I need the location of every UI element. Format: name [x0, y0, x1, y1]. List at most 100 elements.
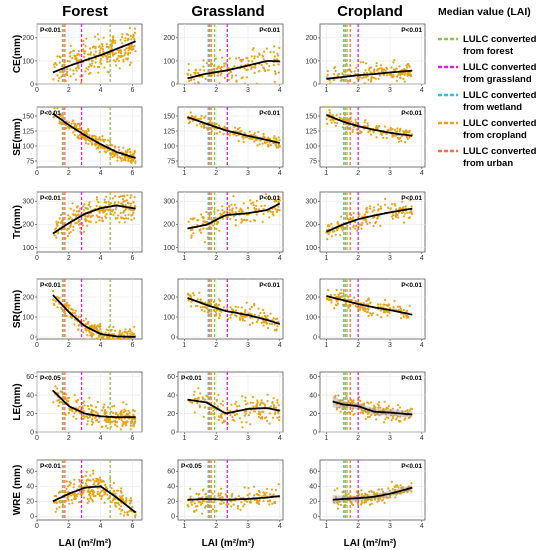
- scatter-point: [219, 74, 222, 77]
- scatter-point: [245, 301, 248, 304]
- scatter-point: [87, 127, 90, 131]
- scatter-point: [68, 480, 71, 483]
- scatter-point: [354, 227, 357, 230]
- scatter-point: [373, 404, 376, 407]
- scatter-point: [129, 209, 132, 212]
- scatter-point: [104, 151, 108, 154]
- scatter-point: [99, 328, 102, 331]
- scatter-point: [248, 308, 252, 311]
- scatter-point: [378, 74, 381, 77]
- scatter-point: [394, 488, 397, 491]
- scatter-point: [129, 157, 132, 160]
- scatter-point: [129, 424, 132, 427]
- scatter-point: [73, 122, 76, 125]
- scatter-point: [127, 330, 130, 333]
- scatter-point: [391, 133, 394, 137]
- scatter-point: [360, 489, 363, 492]
- scatter-point: [224, 493, 227, 496]
- scatter-point: [95, 196, 99, 199]
- scatter-point: [361, 77, 364, 80]
- scatter-point: [205, 227, 208, 230]
- scatter-point: [73, 323, 76, 326]
- scatter-point: [57, 232, 60, 235]
- scatter-point: [116, 414, 119, 417]
- scatter-point: [268, 500, 271, 503]
- scatter-point: [119, 38, 122, 42]
- scatter-point: [218, 130, 221, 134]
- scatter-point: [258, 491, 261, 494]
- scatter-point: [212, 224, 215, 227]
- scatter-point: [199, 503, 203, 506]
- scatter-point: [386, 314, 389, 317]
- y-tick-label: 300: [163, 199, 175, 206]
- scatter-point: [387, 404, 390, 408]
- scatter-point: [133, 152, 136, 155]
- scatter-point: [208, 214, 211, 217]
- scatter-point: [129, 196, 132, 199]
- scatter-point: [271, 502, 274, 505]
- scatter-point: [403, 80, 406, 83]
- scatter-point: [250, 202, 253, 205]
- scatter-point: [244, 308, 247, 312]
- x-tick-label: 4: [278, 523, 282, 530]
- scatter-point: [255, 204, 258, 207]
- scatter-point: [397, 305, 400, 308]
- scatter-point: [124, 37, 127, 40]
- scatter-point: [52, 298, 55, 301]
- fit-line: [52, 294, 136, 338]
- scatter-point: [83, 55, 86, 59]
- y-tick-label: 40: [167, 484, 175, 491]
- scatter-point: [90, 141, 93, 145]
- scatter-point: [365, 62, 368, 65]
- scatter-point: [202, 59, 205, 62]
- scatter-point: [125, 331, 128, 334]
- scatter-point: [268, 422, 271, 425]
- scatter-point: [227, 503, 230, 506]
- y-tick-label: 0: [313, 429, 317, 436]
- scatter-point: [341, 229, 344, 232]
- scatter-point: [75, 417, 78, 420]
- scatter-point: [82, 417, 85, 420]
- scatter-point: [127, 157, 130, 160]
- scatter-point: [230, 308, 234, 311]
- y-tick-label: 100: [163, 245, 175, 252]
- scatter-point: [66, 496, 69, 499]
- x-tick-label: 2: [214, 87, 218, 94]
- scatter-point: [103, 408, 107, 412]
- scatter-point: [128, 499, 131, 502]
- scatter-point: [378, 125, 381, 128]
- scatter-point: [254, 219, 257, 222]
- scatter-point: [383, 400, 386, 403]
- scatter-point: [94, 45, 97, 49]
- scatter-point: [85, 479, 88, 482]
- scatter-point: [358, 213, 361, 216]
- scatter-point: [198, 229, 201, 232]
- scatter-point: [120, 216, 123, 219]
- scatter-point: [81, 401, 84, 405]
- scatter-point: [274, 143, 277, 146]
- scatter-point: [129, 61, 132, 64]
- scatter-point: [99, 146, 102, 149]
- scatter-point: [87, 489, 90, 492]
- scatter-point: [336, 507, 340, 510]
- scatter-point: [276, 399, 279, 402]
- scatter-point: [132, 413, 135, 416]
- x-tick-label: 4: [99, 342, 103, 349]
- scatter-point: [368, 221, 371, 224]
- y-tick-label: 200: [163, 35, 175, 42]
- scatter-point: [220, 487, 223, 490]
- scatter-point: [240, 209, 243, 212]
- scatter-point: [388, 73, 391, 76]
- scatter-point: [124, 214, 127, 217]
- scatter-point: [389, 414, 393, 417]
- scatter-point: [53, 115, 56, 118]
- scatter-point: [55, 84, 57, 86]
- scatter-point: [203, 240, 206, 244]
- scatter-point: [235, 80, 238, 83]
- scatter-point: [52, 63, 56, 66]
- y-tick-label: 125: [305, 128, 317, 135]
- scatter-point: [126, 513, 129, 516]
- scatter-point: [94, 406, 98, 409]
- scatter-point: [101, 494, 104, 497]
